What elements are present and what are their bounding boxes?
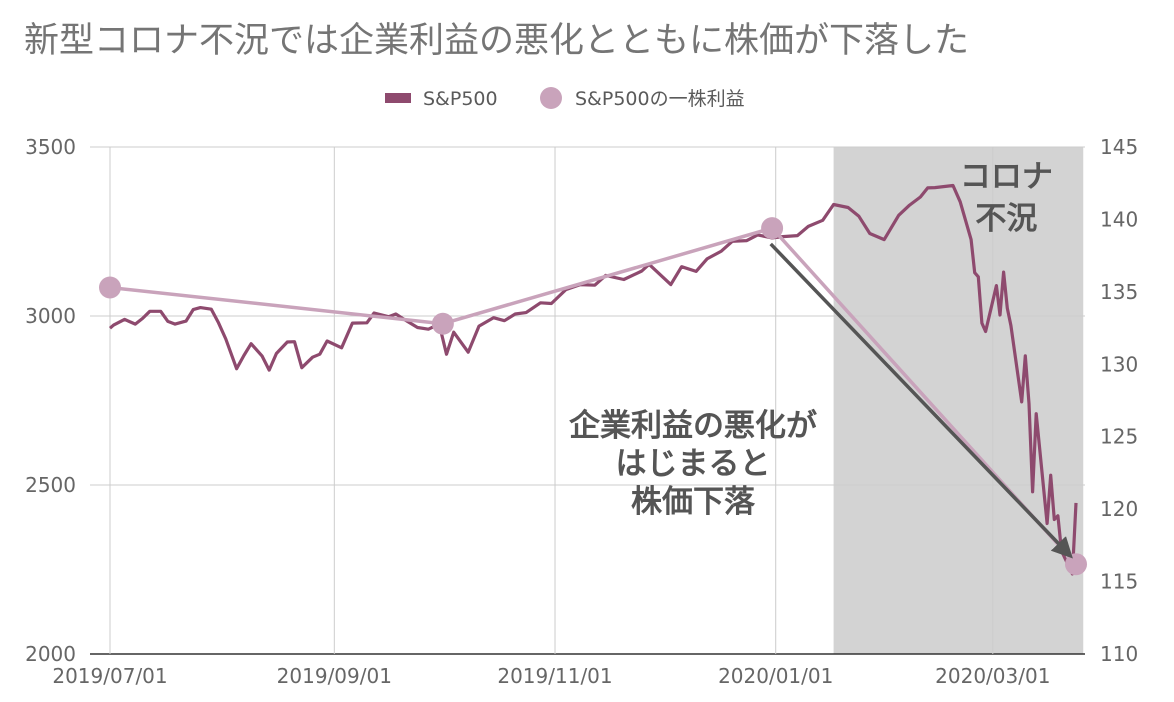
y-left-tick-label: 3000 [25,304,76,328]
y-axis-right: 110 115 120 125 130 135 140 145 [1100,135,1138,666]
y-axis-left: 2000 2500 3000 3500 [25,135,76,666]
eps-point [1065,553,1087,576]
x-tick-label: 2020/01/01 [718,664,833,688]
legend-marker-eps [540,87,562,109]
y-left-tick-label: 3500 [25,135,76,159]
y-right-tick-label: 135 [1100,280,1138,304]
chart-title: 新型コロナ不況では企業利益の悪化とともに株価が下落した [24,21,969,61]
y-right-tick-label: 115 [1100,570,1138,594]
legend: S&P500 S&P500の一株利益 [385,87,745,110]
eps-point [431,312,454,335]
eps-line [109,226,1078,566]
y-right-tick-label: 120 [1100,497,1138,521]
annotation-line-3: 株価下落 [631,484,756,520]
annotation-line-1: 企業利益の悪化が [569,408,817,444]
legend-swatch-sp500 [385,93,411,103]
y-left-tick-label: 2500 [25,473,76,497]
eps-point [761,217,784,240]
y-right-tick-label: 140 [1100,207,1138,231]
shade-label-line-1: コロナ [960,159,1053,195]
eps-markers [99,217,1087,576]
shade-label-line-2: 不況 [975,201,1037,237]
trend-arrow [769,242,1073,559]
gridlines [90,146,1085,655]
y-right-tick-label: 110 [1100,642,1138,666]
x-tick-label: 2020/03/01 [935,664,1050,688]
y-right-tick-label: 145 [1100,135,1138,159]
legend-label-sp500: S&P500 [423,88,498,110]
x-axis: 2019/07/01 2019/09/01 2019/11/01 2020/01/01… [52,664,1050,688]
x-tick-label: 2019/09/01 [277,664,392,688]
annotation-line-2: はじまると [616,446,771,482]
corona-recession-shade [833,147,1084,654]
y-right-tick-label: 125 [1100,425,1138,449]
legend-label-eps: S&P500の一株利益 [575,88,745,110]
x-tick-label: 2019/07/01 [52,664,167,688]
y-right-tick-label: 130 [1100,352,1138,376]
eps-point [99,276,121,299]
y-left-tick-label: 2000 [25,642,76,666]
x-tick-label: 2019/11/01 [497,664,612,688]
